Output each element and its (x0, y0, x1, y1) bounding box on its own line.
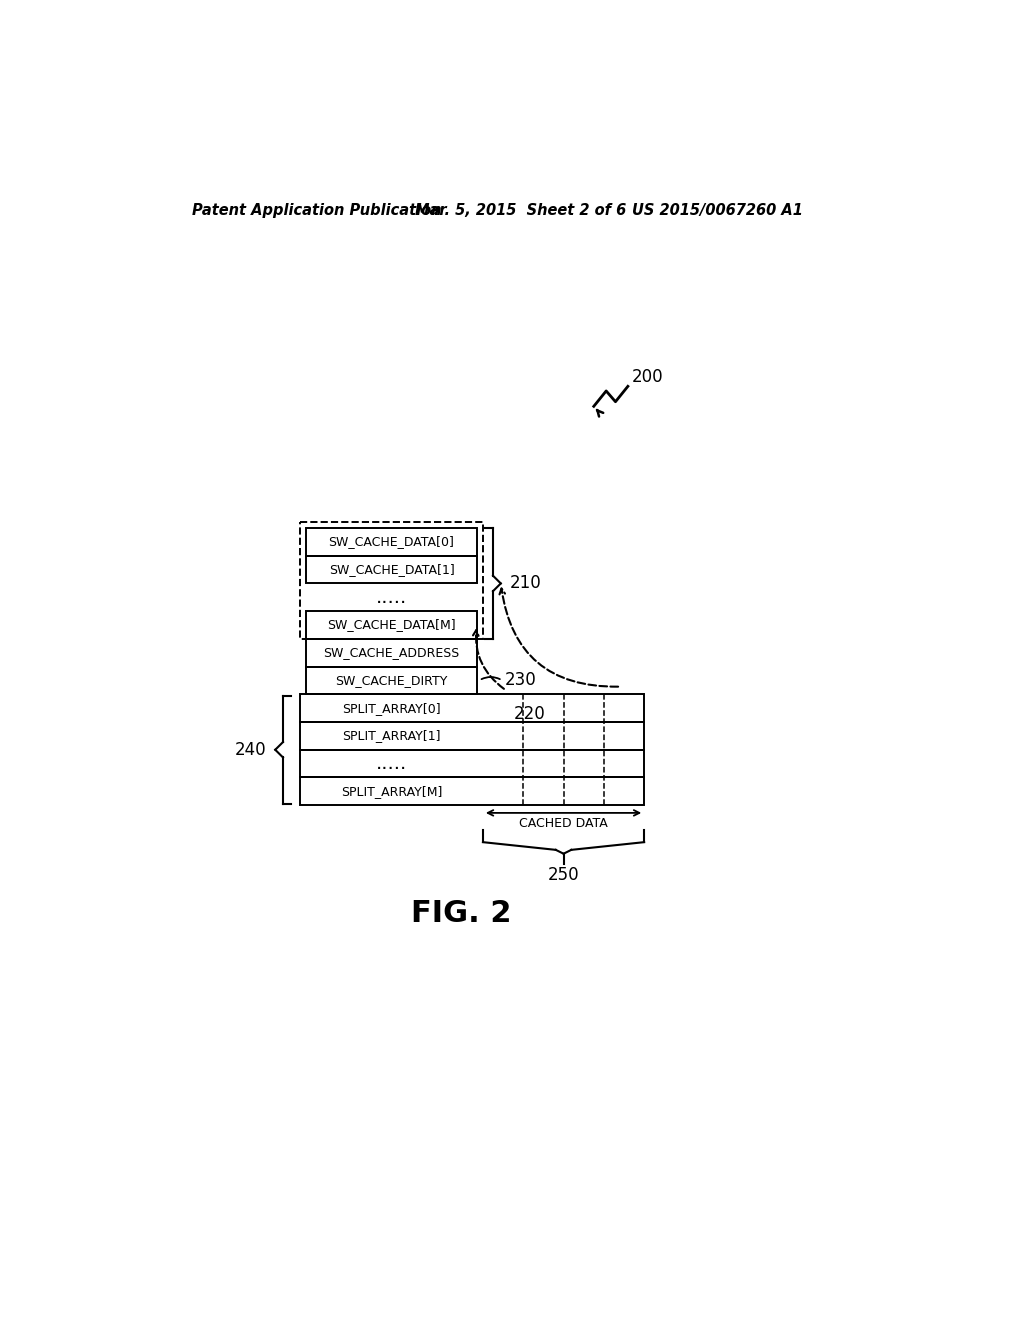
Bar (300, 722, 644, 750)
Text: 240: 240 (234, 741, 266, 759)
Text: FIG. 2: FIG. 2 (411, 899, 512, 928)
Text: SPLIT_ARRAY[0]: SPLIT_ARRAY[0] (342, 702, 440, 714)
Bar (306, 528, 477, 556)
Text: Mar. 5, 2015  Sheet 2 of 6: Mar. 5, 2015 Sheet 2 of 6 (415, 203, 626, 218)
Text: 220: 220 (514, 705, 546, 722)
Text: 200: 200 (632, 368, 664, 385)
Text: Patent Application Publication: Patent Application Publication (191, 203, 441, 218)
Text: 250: 250 (548, 866, 580, 883)
Bar (306, 611, 477, 639)
Text: SPLIT_ARRAY[1]: SPLIT_ARRAY[1] (342, 730, 440, 742)
Bar (300, 694, 644, 722)
Text: SW_CACHE_ADDRESS: SW_CACHE_ADDRESS (324, 647, 460, 659)
Bar (306, 639, 477, 667)
Text: SW_CACHE_DIRTY: SW_CACHE_DIRTY (335, 675, 447, 686)
Bar (300, 521, 483, 639)
Text: .....: ..... (376, 587, 408, 607)
Text: SW_CACHE_DATA[0]: SW_CACHE_DATA[0] (329, 536, 455, 548)
Bar (300, 750, 644, 777)
Text: SW_CACHE_DATA[1]: SW_CACHE_DATA[1] (329, 564, 455, 576)
Text: CACHED DATA: CACHED DATA (519, 817, 608, 830)
Text: 230: 230 (505, 672, 537, 689)
Bar (306, 556, 477, 583)
Text: SW_CACHE_DATA[M]: SW_CACHE_DATA[M] (328, 619, 456, 631)
Text: .....: ..... (376, 754, 408, 774)
Text: 210: 210 (509, 574, 541, 593)
Text: US 2015/0067260 A1: US 2015/0067260 A1 (632, 203, 803, 218)
Text: SPLIT_ARRAY[M]: SPLIT_ARRAY[M] (341, 785, 442, 797)
Bar (306, 667, 477, 694)
Bar (300, 777, 644, 805)
